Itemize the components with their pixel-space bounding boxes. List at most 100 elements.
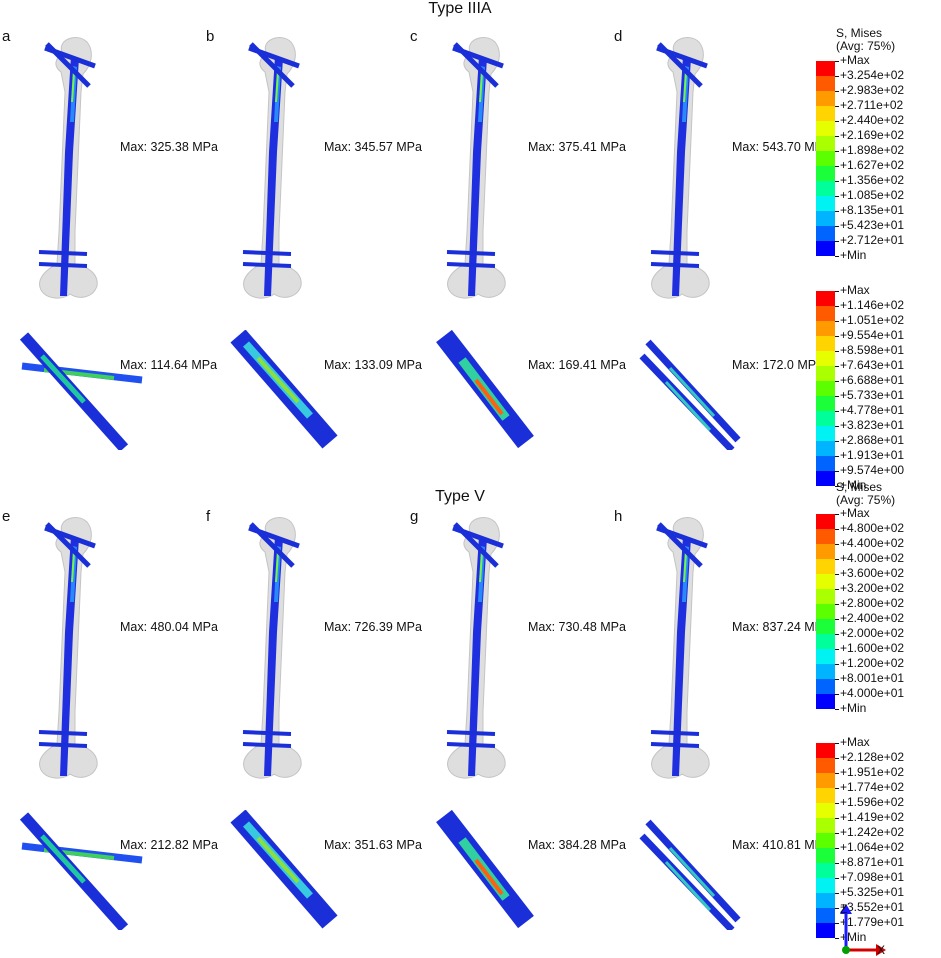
legend-tick [835,803,839,804]
legend-color-cell [816,456,835,471]
femur-max-stress-a: Max: 325.38 MPa [120,140,218,154]
legend-label: +4.400e+02 [840,536,905,550]
legend-label: +2.128e+02 [840,750,905,764]
legend-color-cell [816,893,835,908]
legend-label: +Max [840,53,870,67]
legend-color-cell [816,321,835,336]
legend-color-cell [816,818,835,833]
implant-max-stress-b: Max: 133.09 MPa [324,358,422,372]
legend-tick [835,366,839,367]
legend-label: +1.627e+02 [840,158,905,172]
legend-label: +1.419e+02 [840,810,905,824]
panel-letter-c: c [410,28,418,45]
legend-color-cell [816,396,835,411]
legend-color-cell [816,833,835,848]
legend-label: +1.913e+01 [840,448,905,462]
implant-max-stress-h: Max: 410.81 MPa [732,838,830,852]
legend-colorbar-3 [816,514,835,709]
legend-label: +4.778e+01 [840,403,905,417]
legend-tick [835,441,839,442]
legend-color-cell [816,61,835,76]
legend-tick [835,634,839,635]
legend-label: +3.552e+01 [840,900,905,914]
legend-tick [835,619,839,620]
legend-tick [835,106,839,107]
legend-color-cell [816,241,835,256]
legend-label: +8.135e+01 [840,203,905,217]
femur-model-h [650,517,710,779]
implant-max-stress-c: Max: 169.41 MPa [528,358,626,372]
legend-color-cell [816,529,835,544]
implant-detail-a [19,332,143,450]
legend-colorbar-2 [816,291,835,486]
implant-detail-f [230,810,338,929]
femur-model-c [446,37,506,299]
legend-tick [835,773,839,774]
implant-max-stress-d: Max: 172.0 MPa [732,358,824,372]
femur-model-a [38,37,98,299]
legend-color-cell [816,351,835,366]
legend-color-cell [816,136,835,151]
legend-tick [835,306,839,307]
legend-color-cell [816,743,835,758]
femur-model-f [242,517,302,779]
implant-max-stress-e: Max: 212.82 MPa [120,838,218,852]
legend-tick [835,709,839,710]
legend-tick [835,121,839,122]
legend-color-cell [816,226,835,241]
legend-tick [835,426,839,427]
legend-color-cell [816,694,835,709]
legend-color-cell [816,649,835,664]
legend-label: +Max [840,283,870,297]
legend-tick [835,61,839,62]
legend-header-bottom: S, Mises (Avg: 75%) [836,480,896,507]
femur-max-stress-b: Max: 345.57 MPa [324,140,422,154]
femur-model-g [446,517,506,779]
legend-tick [835,694,839,695]
femur-max-stress-h: Max: 837.24 MPa [732,620,830,634]
implant-max-stress-f: Max: 351.63 MPa [324,838,422,852]
legend-color-cell [816,76,835,91]
legend-label: +4.000e+01 [840,686,905,700]
legend-tick [835,938,839,939]
legend-label: +1.242e+02 [840,825,905,839]
panel-letter-b: b [206,28,215,45]
panel-letter-d: d [614,28,623,45]
legend-color-cell [816,878,835,893]
legend-color-cell [816,559,835,574]
panel-letter-a: a [2,28,11,45]
legend-label: +9.574e+00 [840,463,905,477]
legend-color-cell [816,426,835,441]
femur-model-d [650,37,710,299]
legend-label: +2.712e+01 [840,233,905,247]
legend-tick [835,788,839,789]
legend-color-cell [816,679,835,694]
legend-label: +5.423e+01 [840,218,905,232]
legend-label: +2.868e+01 [840,433,905,447]
legend-label: +1.951e+02 [840,765,905,779]
axis-label-z: Z [840,902,848,916]
legend-tick [835,321,839,322]
legend-label: +1.085e+02 [840,188,905,202]
legend-label: +5.733e+01 [840,388,905,402]
legend-color-cell [816,604,835,619]
legend-tick [835,529,839,530]
legend-color-cell [816,664,835,679]
legend-label: +3.600e+02 [840,566,905,580]
legend-color-cell [816,574,835,589]
implant-detail-g [436,810,534,929]
implant-max-stress-a: Max: 114.64 MPa [120,358,218,372]
legend-tick [835,514,839,515]
femur-max-stress-f: Max: 726.39 MPa [324,620,422,634]
legend-label: +1.146e+02 [840,298,905,312]
legend-color-cell [816,441,835,456]
legend-tick [835,818,839,819]
implant-detail-b [230,330,338,449]
legend-label: +Min [840,701,867,715]
legend-tick [835,381,839,382]
legend-tick [835,923,839,924]
legend-tick [835,893,839,894]
legend-tick [835,589,839,590]
legend-label: +8.001e+01 [840,671,905,685]
femur-max-stress-e: Max: 480.04 MPa [120,620,218,634]
